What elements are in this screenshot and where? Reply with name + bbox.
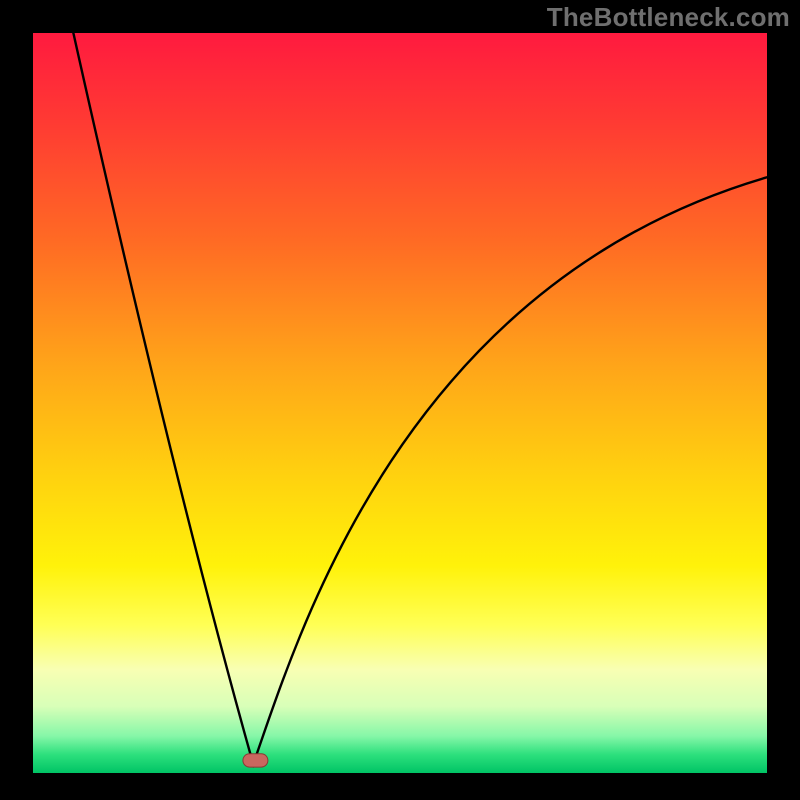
watermark-text: TheBottleneck.com xyxy=(547,2,790,33)
bottleneck-chart xyxy=(33,33,767,773)
chart-background xyxy=(33,33,767,773)
optimal-marker xyxy=(243,754,268,767)
chart-frame: TheBottleneck.com xyxy=(0,0,800,800)
